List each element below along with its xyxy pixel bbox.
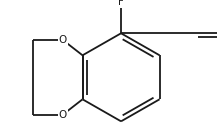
Text: O: O	[218, 28, 219, 38]
Text: O: O	[59, 110, 67, 120]
Text: F: F	[118, 0, 124, 7]
Text: O: O	[59, 35, 67, 45]
